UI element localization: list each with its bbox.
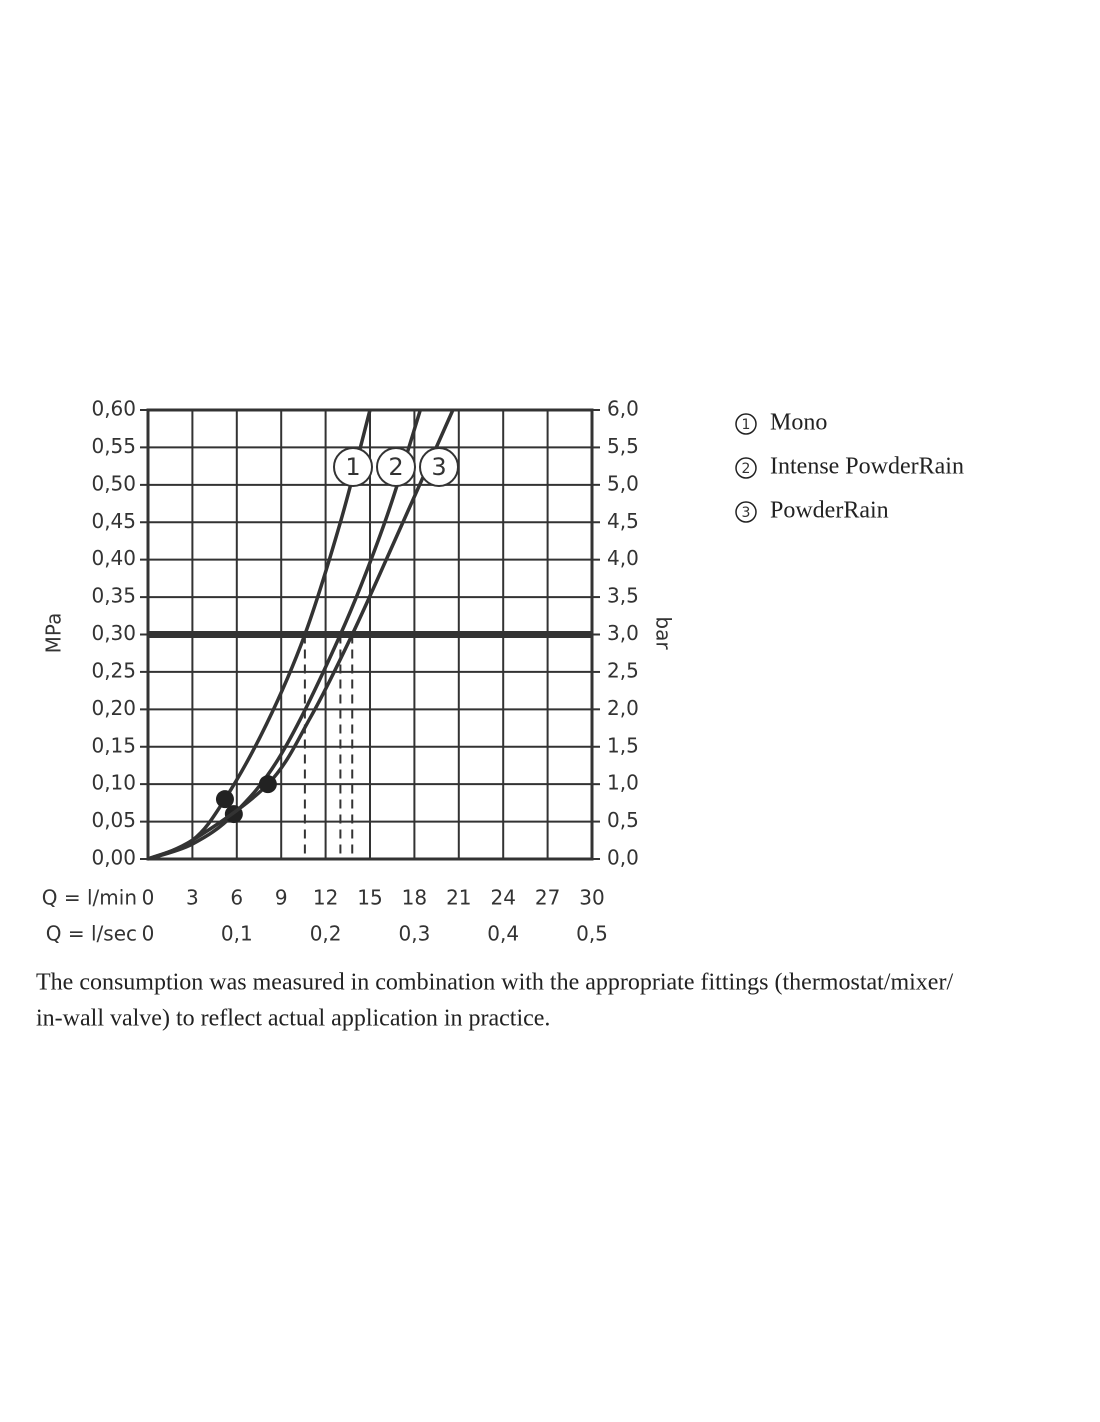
min-point	[215, 790, 234, 809]
y-tick-label: 0,15	[91, 733, 136, 757]
x-tick-label: 27	[535, 886, 560, 910]
y2-tick-label: 4,5	[607, 509, 639, 533]
y-tick-label: 0,05	[91, 808, 136, 832]
legend-number: 2	[742, 461, 751, 477]
legend-number: 1	[742, 417, 751, 433]
y-tick-label: 0,35	[91, 584, 136, 608]
y2-tick-label: 4,0	[607, 546, 639, 570]
x-tick-label: 24	[490, 886, 515, 910]
y-tick-label: 0,55	[91, 434, 136, 458]
curve-label-circle	[376, 447, 416, 487]
y-axis-label: MPa	[42, 613, 66, 654]
legend-label: Intense PowderRain	[770, 454, 964, 480]
plot-frame	[146, 408, 594, 861]
x2-tick-label: 0,4	[487, 922, 519, 946]
curve-label: 1	[345, 453, 360, 481]
curve-label-circle	[419, 447, 459, 487]
min-point	[258, 775, 277, 794]
legend-label: PowderRain	[770, 498, 889, 524]
y2-tick-label: 1,0	[607, 771, 639, 795]
note: in-wall valve) to reflect actual applica…	[36, 1006, 550, 1032]
x-tick-label: 6	[230, 886, 243, 910]
curve-label-circle	[333, 447, 373, 487]
note: The consumption was measured in combinat…	[36, 970, 953, 996]
x-tick-label: 18	[402, 886, 427, 910]
series-line	[147, 409, 422, 861]
y-tick-label: 0,40	[91, 546, 136, 570]
legend-circle	[735, 457, 757, 479]
y2-tick-label: 5,5	[607, 434, 639, 458]
curve-label: 3	[431, 453, 446, 481]
y-tick-label: 0,10	[91, 771, 136, 795]
y2-tick-label: 3,5	[607, 584, 639, 608]
y2-tick-label: 6,0	[607, 397, 639, 421]
x2-tick-label: 0,3	[398, 922, 430, 946]
legend-circle	[735, 501, 757, 523]
x-tick-label: 15	[357, 886, 382, 910]
y2-tick-label: 0,0	[607, 846, 639, 870]
y-tick-label: 0,25	[91, 658, 136, 682]
x-tick-label: 9	[275, 886, 288, 910]
y-tick-label: 0,60	[91, 397, 136, 421]
y2-tick-label: 2,5	[607, 658, 639, 682]
x-tick-label: 30	[579, 886, 604, 910]
y2-tick-label: 5,0	[607, 471, 639, 495]
x2-row-label: Q = l/sec	[46, 922, 137, 946]
x-tick-label: 21	[446, 886, 471, 910]
x2-tick-label: 0	[142, 922, 155, 946]
y-tick-label: 0,00	[91, 846, 136, 870]
y2-tick-label: 2,0	[607, 696, 639, 720]
y-tick-label: 0,30	[91, 621, 136, 645]
series-line	[147, 409, 455, 861]
x-row-label: Q = l/min	[42, 886, 137, 910]
y-tick-label: 0,50	[91, 471, 136, 495]
x-tick-label: 3	[186, 886, 199, 910]
y2-axis-label: bar	[652, 616, 676, 650]
y2-tick-label: 1,5	[607, 733, 639, 757]
x2-tick-label: 0,1	[221, 922, 253, 946]
legend-number: 3	[742, 505, 751, 521]
x-tick-label: 12	[313, 886, 338, 910]
legend-circle	[735, 413, 757, 435]
y-tick-label: 0,45	[91, 509, 136, 533]
x2-tick-label: 0,2	[310, 922, 342, 946]
y2-tick-label: 3,0	[607, 621, 639, 645]
curve-label: 2	[388, 453, 403, 481]
y-tick-label: 0,20	[91, 696, 136, 720]
y2-tick-label: 0,5	[607, 808, 639, 832]
legend-label: Mono	[770, 410, 827, 436]
x2-tick-label: 0,5	[576, 922, 608, 946]
x-tick-label: 0	[142, 886, 155, 910]
